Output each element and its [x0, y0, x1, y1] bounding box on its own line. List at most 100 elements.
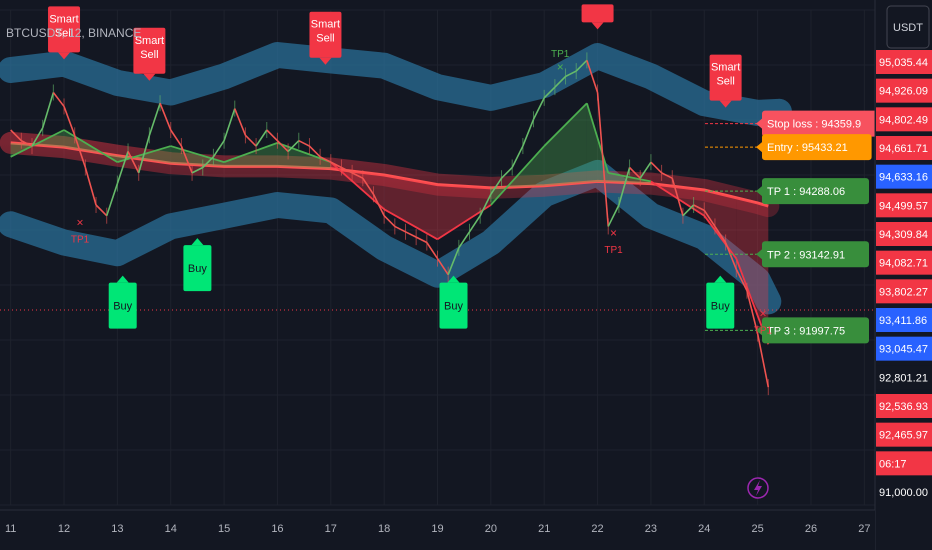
y-tick-label: 94,082.71: [879, 258, 928, 270]
price-segment: [31, 127, 44, 147]
price-segment: [682, 204, 695, 217]
buy-marker[interactable]: Buy: [183, 238, 212, 292]
price-segment: [543, 86, 556, 99]
buy-box: [108, 282, 137, 329]
price-segment: [724, 242, 738, 270]
price-segment: [693, 204, 705, 212]
sell-box: [133, 27, 166, 74]
level-box: [762, 134, 872, 161]
y-tick: 94,802.49: [876, 107, 932, 132]
level-text: Stop loss : 94359.9: [767, 119, 861, 131]
y-tick-bg: [876, 50, 932, 74]
level-label[interactable]: Stop loss : 94359.9: [705, 110, 880, 137]
sell-pointer: [319, 57, 332, 65]
lightning-icon[interactable]: [747, 477, 769, 499]
tp-label: TP1: [551, 49, 570, 60]
price-segment: [629, 166, 641, 179]
band-lower: [0, 159, 782, 315]
price-segment: [468, 215, 481, 233]
smart-sell-marker[interactable]: Smart Sell: [709, 54, 742, 108]
price-segment: [596, 92, 610, 227]
price-segment: [10, 129, 22, 142]
x-tick-label: 20: [485, 523, 497, 535]
buy-pointer: [116, 275, 129, 283]
ribbon-fast-segment: [63, 129, 118, 163]
price-segment: [650, 161, 663, 174]
level-label[interactable]: TP 3 : 91997.75: [705, 317, 869, 344]
price-segment: [148, 102, 161, 136]
y-tick-bg: [876, 336, 932, 361]
price-segment: [565, 70, 577, 78]
y-tick: 94,309.84: [876, 222, 932, 246]
y-tick-bg: [876, 394, 932, 418]
price-segment: [490, 177, 503, 195]
y-tick: 06:17: [876, 451, 932, 476]
y-tick-label: 95,035.44: [879, 57, 928, 69]
level-label[interactable]: Entry : 95433.21: [705, 134, 872, 161]
price-segment: [298, 139, 310, 147]
y-tick-label: 94,309.84: [879, 229, 928, 241]
level-pointer: [756, 249, 762, 260]
buy-marker[interactable]: Buy: [108, 275, 137, 329]
y-tick: 93,802.27: [876, 279, 932, 304]
price-segment: [383, 215, 396, 227]
y-tick-bg: [876, 480, 932, 504]
ribbon-fill: [224, 142, 278, 167]
y-tick: 95,035.44: [876, 50, 932, 74]
sell-box: [709, 54, 742, 101]
price-segment: [223, 108, 236, 141]
y-tick-label: 91,000.00: [879, 487, 928, 499]
level-label[interactable]: TP 2 : 93142.91: [705, 241, 869, 268]
band-upper: [0, 42, 792, 126]
ribbon-fill: [704, 190, 737, 259]
buy-marker[interactable]: Buy: [706, 275, 735, 329]
buy-label: Buy: [113, 301, 132, 313]
x-tick-label: 24: [698, 523, 710, 535]
price-segment: [84, 167, 97, 206]
price-segment: [73, 135, 87, 168]
tp-label: TP1: [754, 326, 773, 337]
y-tick: 92,465.97: [876, 422, 932, 447]
smart-sell-marker[interactable]: [581, 4, 614, 30]
y-tick: 92,536.93: [876, 394, 932, 418]
price-segment: [756, 333, 770, 388]
price-segment: [212, 140, 225, 158]
smart-sell-marker[interactable]: Smart Sell: [133, 27, 166, 81]
level-box: [762, 110, 880, 137]
price-segment: [554, 75, 567, 88]
price-segment: [426, 242, 439, 260]
ribbon-fast-segment: [170, 145, 225, 164]
buy-marker[interactable]: Buy: [439, 275, 468, 329]
x-tick-label: 22: [591, 523, 603, 535]
price-segment: [41, 92, 55, 129]
sell-label: Sell: [140, 49, 158, 61]
x-tick-label: 14: [165, 523, 177, 535]
level-text: TP 2 : 93142.91: [767, 249, 845, 261]
sell-label: Smart: [311, 19, 340, 31]
price-segment: [703, 209, 716, 227]
x-tick-label: 23: [645, 523, 657, 535]
price-segment: [458, 231, 471, 249]
smart-sell-marker[interactable]: Smart Sell: [309, 11, 342, 65]
price-segment: [330, 161, 342, 169]
buy-label: Buy: [188, 263, 207, 275]
price-segment: [341, 166, 353, 174]
price-segment: [244, 134, 257, 147]
level-label[interactable]: TP 1 : 94288.06: [705, 178, 869, 205]
price-segment: [447, 247, 460, 275]
smart-sell-marker[interactable]: Smart Sell: [48, 6, 81, 60]
price-segment: [714, 225, 727, 243]
sell-label: Smart: [711, 62, 740, 74]
price-segment: [266, 129, 279, 142]
ribbon-fast-segment: [490, 145, 545, 206]
y-tick-bg: [876, 193, 932, 218]
sell-label: Sell: [55, 27, 73, 39]
price-segment: [372, 193, 385, 217]
x-tick-label: 19: [431, 523, 443, 535]
price-segment: [735, 268, 748, 292]
x-tick-label: 11: [5, 523, 16, 535]
ribbon-fast-segment: [10, 129, 65, 158]
currency-button[interactable]: USDT: [886, 5, 930, 49]
